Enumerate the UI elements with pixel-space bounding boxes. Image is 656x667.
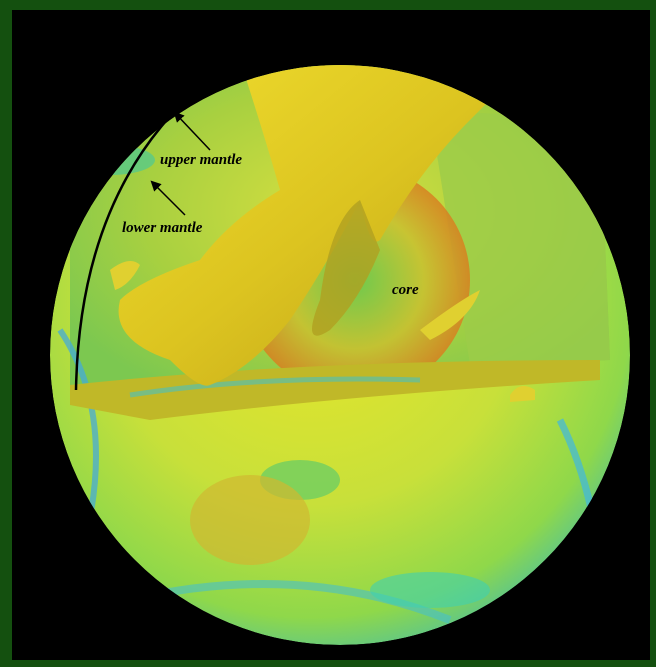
- depth-arc: [74, 53, 245, 391]
- label: lower mantle: [122, 220, 203, 236]
- arrow: [173, 111, 211, 151]
- sphere: [50, 65, 630, 645]
- label: core: [392, 282, 419, 298]
- arrow: [150, 180, 186, 216]
- label: upper mantle: [160, 152, 242, 168]
